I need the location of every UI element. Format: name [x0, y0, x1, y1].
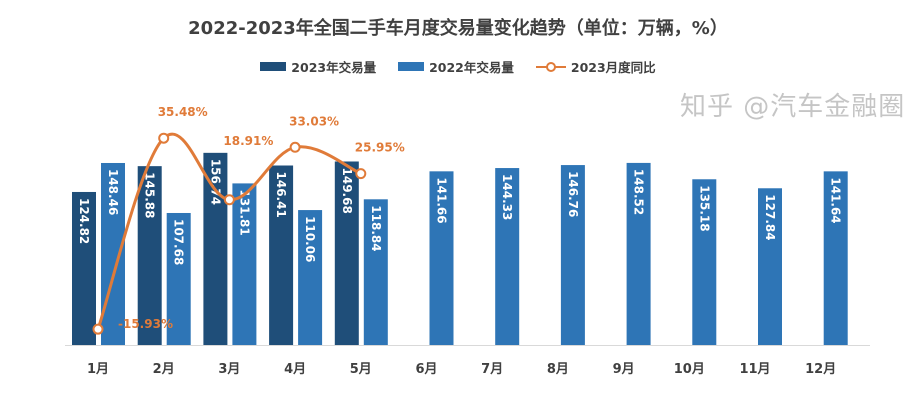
- x-tick-label: 10月: [674, 362, 705, 377]
- x-tick-label: 4月: [284, 362, 306, 377]
- yoy-data-label: 25.95%: [355, 141, 405, 155]
- bar-data-label: 127.84: [763, 194, 777, 240]
- bar-data-label: 145.88: [143, 172, 157, 218]
- legend: 2023年交易量 2022年交易量 2023月度同比: [0, 57, 916, 76]
- bar-2023: [203, 152, 228, 345]
- x-tick-label: 6月: [415, 362, 437, 377]
- bar-2023: [334, 161, 359, 345]
- yoy-data-label: -15.93%: [118, 317, 173, 331]
- bar-data-label: 149.68: [340, 167, 354, 213]
- bar-data-label: 110.06: [303, 216, 317, 262]
- bar-data-label: 148.46: [106, 169, 120, 215]
- yoy-point: [158, 132, 170, 144]
- bar-data-label: 135.18: [697, 185, 711, 231]
- bar-2022: [232, 183, 257, 345]
- bar-2022: [363, 199, 388, 345]
- bar-data-label: 144.33: [500, 174, 514, 220]
- x-tick-label: 5月: [350, 362, 372, 377]
- legend-label: 2022年交易量: [429, 60, 514, 75]
- bar-2022: [101, 162, 125, 345]
- bar-2023: [137, 166, 162, 345]
- yoy-data-label: 33.03%: [289, 114, 339, 128]
- x-tick-label: 2月: [153, 362, 175, 377]
- bar-data-label: 146.41: [274, 172, 288, 218]
- bar-2022: [823, 171, 848, 345]
- legend-item-yoy[interactable]: 2023月度同比: [535, 57, 656, 76]
- yoy-line: [96, 132, 362, 330]
- bar-data-label: 124.82: [77, 198, 91, 244]
- bar-2022: [692, 179, 717, 345]
- x-tick-label: 8月: [547, 362, 569, 377]
- bar-2022: [560, 165, 585, 345]
- bar-2023: [72, 191, 96, 345]
- legend-swatch: [260, 62, 287, 71]
- yoy-data-label: 35.48%: [158, 105, 208, 119]
- x-tick-label: 9月: [613, 362, 635, 377]
- bar-data-label: 148.52: [632, 169, 646, 215]
- yoy-point: [92, 323, 104, 335]
- bar-2022: [495, 168, 520, 345]
- bar-2022: [626, 162, 651, 345]
- bar-data-label: 146.76: [566, 171, 580, 217]
- chart-title: 2022-2023年全国二手车月度交易量变化趋势（单位：万辆，%）: [188, 18, 728, 39]
- x-tick-label: 3月: [218, 362, 240, 377]
- bar-2022: [298, 210, 323, 345]
- legend-item-2023[interactable]: 2023年交易量: [260, 57, 376, 76]
- legend-swatch: [398, 62, 425, 71]
- legend-item-2022[interactable]: 2022年交易量: [398, 57, 514, 76]
- bar-2023: [269, 165, 294, 345]
- legend-label: 2023月度同比: [570, 60, 656, 75]
- bar-data-label: 141.66: [435, 177, 449, 223]
- bar-2022: [758, 188, 782, 345]
- bar-data-label: 141.64: [829, 177, 843, 223]
- legend-line-marker: [535, 61, 566, 72]
- x-tick-label: 11月: [739, 362, 770, 377]
- x-tick-label: 1月: [87, 362, 109, 377]
- bar-2022: [166, 212, 191, 345]
- bar-data-label: 107.68: [172, 219, 186, 265]
- yoy-point: [289, 141, 301, 153]
- yoy-data-label: 18.91%: [223, 134, 273, 148]
- yoy-point: [223, 194, 235, 206]
- x-tick-label: 12月: [805, 362, 836, 377]
- bar-2022: [429, 171, 454, 345]
- x-tick-label: 7月: [481, 362, 503, 377]
- legend-label: 2023年交易量: [291, 60, 377, 75]
- bar-data-label: 118.84: [369, 205, 383, 251]
- yoy-point: [355, 168, 367, 180]
- bar-data-label: 131.81: [237, 189, 251, 235]
- watermark: 知乎 @汽车金融圈: [680, 92, 906, 122]
